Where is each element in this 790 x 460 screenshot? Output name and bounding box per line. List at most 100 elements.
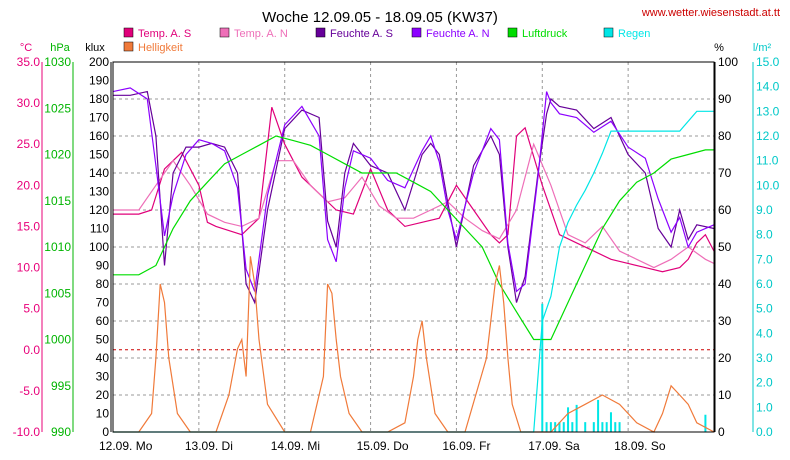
hum-tick-label: 30 [718, 314, 732, 328]
lux-tick-label: 130 [89, 185, 109, 199]
temp-unit-label: °C [20, 42, 32, 54]
x-tick-label: 12.09. Mo [99, 439, 153, 453]
axes: -10.0 -5.0 0.0 5.0 10.0 15.0 20.0 25.0 30.0 35.0 9… [13, 55, 780, 453]
lux-tick-label: 100 [89, 240, 109, 254]
legend-label: Feuchte A. S [330, 28, 393, 40]
press-tick-label: 1000 [44, 333, 71, 347]
lux-tick-label: 90 [96, 259, 110, 273]
lux-tick-label: 70 [96, 296, 110, 310]
lux-tick-label: 50 [96, 333, 110, 347]
press-tick-label: 1010 [44, 240, 71, 254]
press-unit-label: hPa [50, 42, 70, 54]
lux-tick-label: 190 [89, 74, 109, 88]
temp-tick-label: 30.0 [17, 96, 41, 110]
legend-label: Luftdruck [522, 28, 568, 40]
lux-tick-label: 110 [90, 222, 109, 236]
rain-tick-label: 6.0 [756, 277, 773, 291]
hum-tick-label: 100 [718, 55, 738, 69]
temp-tick-label: 10.0 [17, 261, 41, 275]
series-line [113, 256, 715, 433]
x-tick-label: 15.09. Do [357, 439, 409, 453]
legend-swatch [315, 27, 326, 38]
press-tick-label: 1005 [44, 286, 71, 300]
rain-tick-label: 12.0 [756, 129, 780, 143]
x-tick-label: 17.09. Sa [528, 439, 580, 453]
x-tick-label: 14.09. Mi [271, 439, 320, 453]
hum-tick-label: 60 [718, 203, 732, 217]
hum-tick-label: 20 [718, 351, 732, 365]
lux-tick-label: 170 [89, 111, 109, 125]
lux-tick-label: 40 [96, 351, 110, 365]
rain-tick-label: 4.0 [756, 326, 773, 340]
press-tick-label: 1030 [44, 55, 71, 69]
legend-swatch [507, 27, 518, 38]
lux-tick-label: 10 [96, 407, 110, 421]
lux-tick-label: 80 [96, 277, 110, 291]
series-line [113, 110, 714, 433]
lux-unit-label: klux [85, 42, 105, 54]
rain-tick-label: 2.0 [756, 376, 773, 390]
rain-tick-label: 5.0 [756, 302, 773, 316]
legend-label: Temp. A. N [234, 28, 288, 40]
rain-tick-label: 3.0 [756, 351, 773, 365]
temp-tick-label: -5.0 [19, 384, 40, 398]
legend-label: Feuchte A. N [426, 28, 490, 40]
grid [113, 62, 714, 432]
series-layer [112, 87, 715, 433]
temp-tick-label: -10.0 [13, 425, 41, 439]
chart-title: Woche 12.09.05 - 18.09.05 (KW37) [262, 9, 498, 26]
press-tick-label: 995 [51, 379, 71, 393]
lux-tick-label: 30 [96, 370, 110, 384]
lux-tick-label: 140 [89, 166, 109, 180]
lux-tick-label: 200 [89, 55, 109, 69]
source-url[interactable]: www.wetter.wiesenstadt.at.tt [641, 7, 780, 19]
temp-tick-label: 5.0 [23, 302, 40, 316]
lux-tick-label: 20 [96, 388, 110, 402]
legend-swatch [219, 27, 230, 38]
legend-label: Helligkeit [138, 42, 183, 54]
hum-tick-label: 0 [718, 425, 725, 439]
press-tick-label: 1015 [44, 194, 71, 208]
temp-tick-label: 35.0 [17, 55, 41, 69]
hum-tick-label: 80 [718, 129, 732, 143]
rain-tick-label: 14.0 [756, 80, 780, 94]
series-line [113, 107, 715, 273]
press-tick-label: 1025 [44, 101, 71, 115]
hum-tick-label: 10 [718, 388, 732, 402]
temp-tick-label: 20.0 [17, 178, 41, 192]
hum-tick-label: 70 [718, 166, 732, 180]
hum-tick-label: 90 [718, 92, 732, 106]
rain-tick-label: 9.0 [756, 203, 773, 217]
legend-swatch [123, 41, 134, 52]
plot-frame [112, 61, 715, 433]
x-tick-label: 13.09. Di [185, 439, 233, 453]
lux-tick-label: 0 [102, 425, 109, 439]
temp-tick-label: 25.0 [17, 137, 41, 151]
hum-tick-label: 50 [718, 240, 732, 254]
hum-unit-label: % [714, 42, 724, 54]
hum-tick-label: 40 [718, 277, 732, 291]
series-line [112, 87, 715, 293]
x-tick-label: 18.09. So [614, 439, 666, 453]
lux-tick-label: 180 [89, 92, 109, 106]
series-line [113, 135, 714, 341]
x-tick-label: 16.09. Fr [442, 439, 490, 453]
legend-swatch [603, 27, 614, 38]
temp-tick-label: 15.0 [17, 219, 41, 233]
legend-swatch [411, 27, 422, 38]
lux-tick-label: 150 [89, 148, 109, 162]
temp-tick-label: 0.0 [23, 343, 40, 357]
rain-tick-label: 7.0 [756, 252, 773, 266]
series-line [113, 142, 715, 269]
rain-tick-label: 11.0 [756, 154, 779, 168]
legend-swatch [123, 27, 134, 38]
legend: Temp. A. S Temp. A. N Feuchte A. S Feuchte … [123, 27, 650, 54]
rain-tick-label: 13.0 [756, 104, 780, 118]
rain-unit-label: l/m² [753, 42, 772, 54]
rain-tick-label: 15.0 [756, 55, 780, 69]
press-tick-label: 990 [51, 425, 71, 439]
rain-tick-label: 8.0 [756, 228, 773, 242]
legend-label: Regen [618, 28, 650, 40]
rain-tick-label: 0.0 [756, 425, 773, 439]
